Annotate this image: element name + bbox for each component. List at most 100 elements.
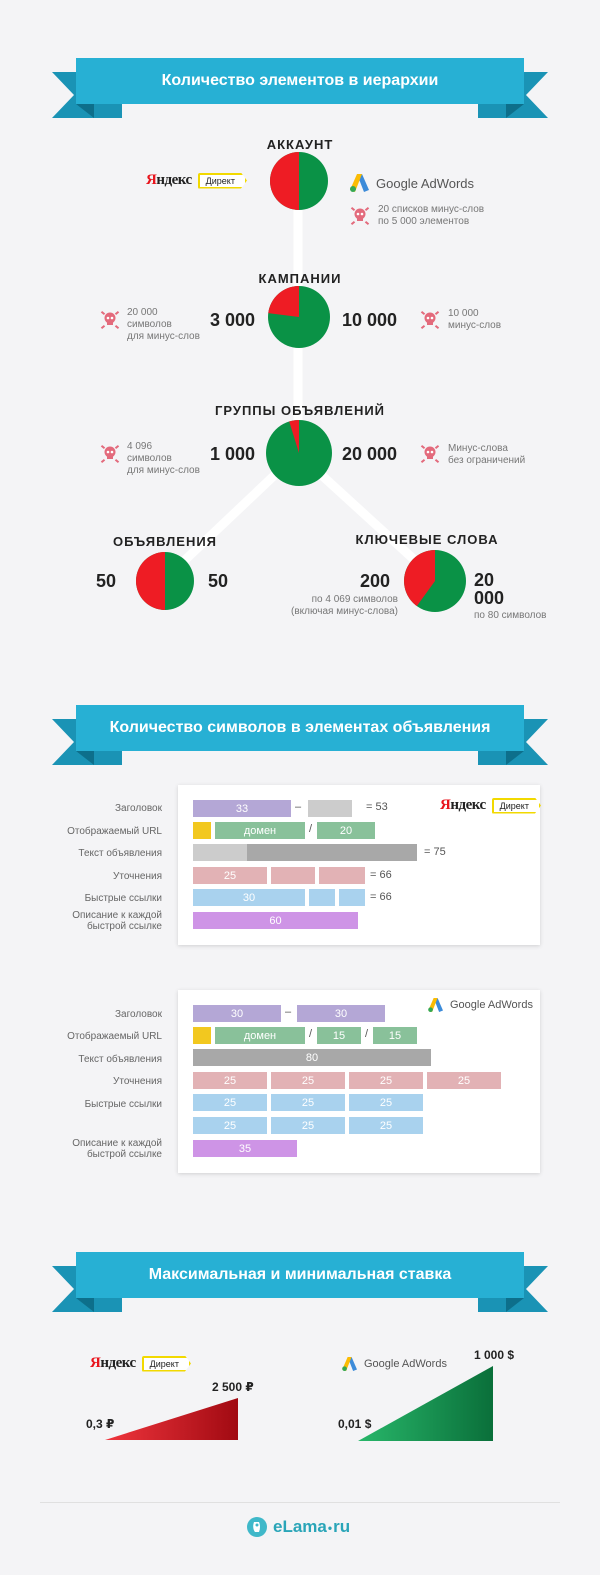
google-links-bar: 25 [193,1094,267,1111]
section-ribbon-hierarchy: Количество элементов в иерархии [0,58,600,118]
pie-slice-yandex [270,152,299,210]
yandex-symbols-card: Яндекс Директ 33 – = 53 домен / 20 = 75 … [178,785,540,945]
campaigns-yandex-note: 20 000 символов для минус-слов [127,307,200,342]
yandex-headline-extra-bar [308,800,352,817]
skull-icon [100,444,120,464]
label-url: Отображаемый URL [67,826,162,837]
yandex-text-total: = 75 [424,846,446,858]
yandex-min-bid: 0,3 ₽ [86,1417,115,1431]
headline-dash: – [285,1006,292,1018]
pie-ads [136,552,194,610]
yandex-refine-bar [319,867,365,884]
yandex-max-bid: 2 500 ₽ [212,1380,254,1394]
ads-google-count: 50 [208,571,229,591]
groups-google-note: Минус-слова без ограничений [448,443,526,466]
pie-keywords [404,550,466,612]
google-adwords-wordmark: Google AdWords [364,1358,447,1370]
section-title: Количество символов в элементах объявлен… [76,705,524,751]
google-text-bar: 80 [193,1049,431,1066]
pie-groups [266,420,332,486]
pie-slice-yandex [136,552,165,610]
pie-account [270,152,328,210]
yandex-text-bar-b [247,844,417,861]
stage-campaigns-label: КАМПАНИИ [258,271,342,286]
yandex-desc-bar: 60 [193,912,358,929]
keywords-yandex-count: 200 [360,571,391,591]
label-text: Текст объявления [78,1054,162,1065]
google-max-bid: 1 000 $ [474,1348,515,1362]
skull-icon [100,310,120,330]
google-links-bar: 25 [349,1094,423,1111]
elama-wordmark: eLama•ru [273,1517,351,1536]
elama-logo: eLama•ru [246,1516,350,1538]
google-refine-bar: 25 [427,1072,501,1089]
adwords-icon [428,998,443,1012]
direct-tag: Директ [198,173,247,189]
label-desc: Описание к каждой быстрой ссылке [72,1138,162,1160]
google-links-bar: 25 [271,1094,345,1111]
label-url: Отображаемый URL [67,1031,162,1042]
pie-slice-yandex [404,550,435,607]
yandex-headline-bar: 33 [193,800,291,817]
campaigns-yandex-count: 3 000 [209,310,255,330]
stage-keywords-label: КЛЮЧЕВЫЕ СЛОВА [355,532,499,547]
yandex-headline-total: = 53 [366,801,388,813]
google-refine-bar: 25 [349,1072,423,1089]
google-url-prefix-bar [193,1027,211,1044]
google-adwords-logo: Google AdWords [428,998,533,1012]
ads-yandex-count: 50 [96,571,117,591]
pie-slice-yandex [289,420,299,453]
label-text: Текст объявления [78,848,162,859]
yandex-text-bar-a [193,844,247,861]
google-adwords-logo: Google AdWords [350,174,474,192]
yandex-direct-logo: Яндекс Директ [90,1355,191,1372]
yandex-links-bar [309,889,335,906]
stage-ads-label: ОБЪЯВЛЕНИЯ [112,534,218,549]
yandex-direct-logo: Яндекс Директ [440,797,541,814]
campaigns-google-note: 10 000 минус-слов [448,308,502,331]
keywords-google-count: 20 000 [474,570,505,608]
skull-icon [350,206,370,226]
google-adwords-wordmark: Google AdWords [376,175,475,191]
yandex-links-bar [339,889,365,906]
yandex-direct-logo: Яндекс Директ [146,172,247,189]
groups-yandex-count: 1 000 [209,444,255,464]
stage-account-label: АККАУНТ [266,137,334,152]
direct-tag: Директ [492,798,541,814]
label-headline: Заголовок [114,803,162,814]
google-headline1-bar: 30 [193,1005,281,1022]
stage-groups-label: ГРУППЫ ОБЪЯВЛЕНИЙ [214,403,386,418]
section-ribbon-bids: Максимальная и минимальная ставка [0,1252,600,1312]
google-path2-bar: 15 [373,1027,417,1044]
url-slash: / [309,1028,313,1040]
label-desc: Описание к каждой быстрой ссылке [72,910,162,932]
section-title: Максимальная и минимальная ставка [76,1252,524,1298]
google-refine-bar: 25 [193,1072,267,1089]
google-desc-bar: 35 [193,1140,297,1157]
groups-google-count: 20 000 [342,444,398,464]
section-ribbon-symbols: Количество символов в элементах объявлен… [0,705,600,765]
campaigns-google-count: 10 000 [342,310,398,330]
google-adwords-wordmark: Google AdWords [450,999,533,1011]
yandex-wordmark: Яндекс [146,172,192,188]
google-min-bid: 0,01 $ [338,1417,372,1431]
google-symbols-card: Google AdWords 30 – 30 домен / 15 / 15 8… [178,990,540,1173]
footer-divider [40,1502,560,1503]
label-links: Быстрые ссылки [84,893,162,904]
yandex-refine-bar [271,867,315,884]
groups-yandex-note: 4 096 символов для минус-слов [127,441,200,476]
yandex-domain-bar: домен [215,822,305,839]
yandex-wordmark: Яндекс [90,1355,136,1371]
label-links: Быстрые ссылки [84,1099,162,1110]
google-adwords-logo: Google AdWords [342,1357,447,1371]
elama-icon [247,1517,267,1537]
url-slash: / [309,823,313,835]
account-google-note: 20 списков минус-слов по 5 000 элементов [378,204,485,227]
adwords-icon [342,1357,357,1371]
google-links-bar: 25 [271,1117,345,1134]
google-links-bar: 25 [349,1117,423,1134]
label-refinements: Уточнения [113,871,162,882]
keywords-yandex-note: по 4 069 символов (включая минус-слова) [290,594,398,617]
skull-icon [420,310,440,330]
yandex-links-total: = 66 [370,891,392,903]
